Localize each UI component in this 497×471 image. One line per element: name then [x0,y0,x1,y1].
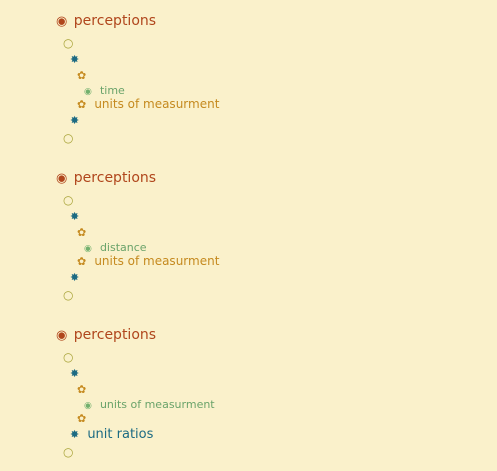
outline-node-empty[interactable]: ✿ [77,66,86,82]
outline-node-empty[interactable]: ✸ [70,50,79,66]
star-burst-icon: ✸ [70,114,80,127]
outline-node-perceptions[interactable]: ◉ perceptions [56,328,156,342]
star-burst-icon: ✸ [70,367,80,380]
node-label: perceptions [73,327,157,343]
outline-node-empty[interactable]: ✿ [77,380,86,396]
star-burst-icon: ✸ [70,210,80,223]
flower-icon: ✿ [77,98,87,111]
outline-node-perceptions[interactable]: ◉ perceptions [56,14,156,28]
star-burst-icon: ✸ [70,271,80,284]
node-label: unit ratios [87,427,154,442]
outline-node-perceptions[interactable]: ◉ perceptions [56,171,156,185]
star-burst-icon: ✸ [70,53,80,66]
outline-node-empty[interactable]: ✸ [70,364,79,380]
outline-node-unit-ratios[interactable]: ✸ unit ratios [70,425,153,441]
node-label: time [99,84,125,97]
outline-node-units-of-measurment[interactable]: ◉ units of measurment [84,395,215,411]
outline-node-empty[interactable]: ○ [63,191,73,207]
bullseye-icon: ◉ [84,87,92,97]
outline-node-empty[interactable]: ○ [63,34,73,50]
outline-node-empty[interactable]: ○ [63,443,73,459]
outline-node-distance[interactable]: ◉ distance [84,238,147,254]
outline-node-empty[interactable]: ✸ [70,268,79,284]
flower-icon: ✿ [77,412,87,425]
outline-node-units-of-measurment[interactable]: ✿ units of measurment [77,252,219,268]
outline-node-empty[interactable]: ✿ [77,223,86,239]
circle-icon: ○ [63,193,74,207]
node-label: distance [99,241,147,254]
outline-node-empty[interactable]: ○ [63,286,73,302]
bullseye-icon: ◉ [56,328,68,343]
circle-icon: ○ [63,445,74,459]
node-label: perceptions [73,13,157,29]
bullseye-icon: ◉ [84,401,92,411]
outline-node-units-of-measurment[interactable]: ✿ units of measurment [77,95,219,111]
outline-node-empty[interactable]: ✸ [70,207,79,223]
bullseye-icon: ◉ [84,244,92,254]
circle-icon: ○ [63,36,74,50]
outline-node-empty[interactable]: ○ [63,348,73,364]
circle-icon: ○ [63,350,74,364]
bullseye-icon: ◉ [56,171,68,186]
star-burst-icon: ✸ [70,428,80,441]
node-label: units of measurment [99,398,215,411]
circle-icon: ○ [63,288,74,302]
circle-icon: ○ [63,131,74,145]
outline-node-empty[interactable]: ○ [63,129,73,145]
node-label: units of measurment [94,97,220,111]
flower-icon: ✿ [77,226,87,239]
flower-icon: ✿ [77,69,87,82]
outline-node-empty[interactable]: ✸ [70,111,79,127]
outline-node-empty[interactable]: ✿ [77,409,86,425]
node-label: perceptions [73,170,157,186]
outline-node-time[interactable]: ◉ time [84,81,125,97]
flower-icon: ✿ [77,383,87,396]
node-label: units of measurment [94,254,220,268]
flower-icon: ✿ [77,255,87,268]
bullseye-icon: ◉ [56,14,68,29]
